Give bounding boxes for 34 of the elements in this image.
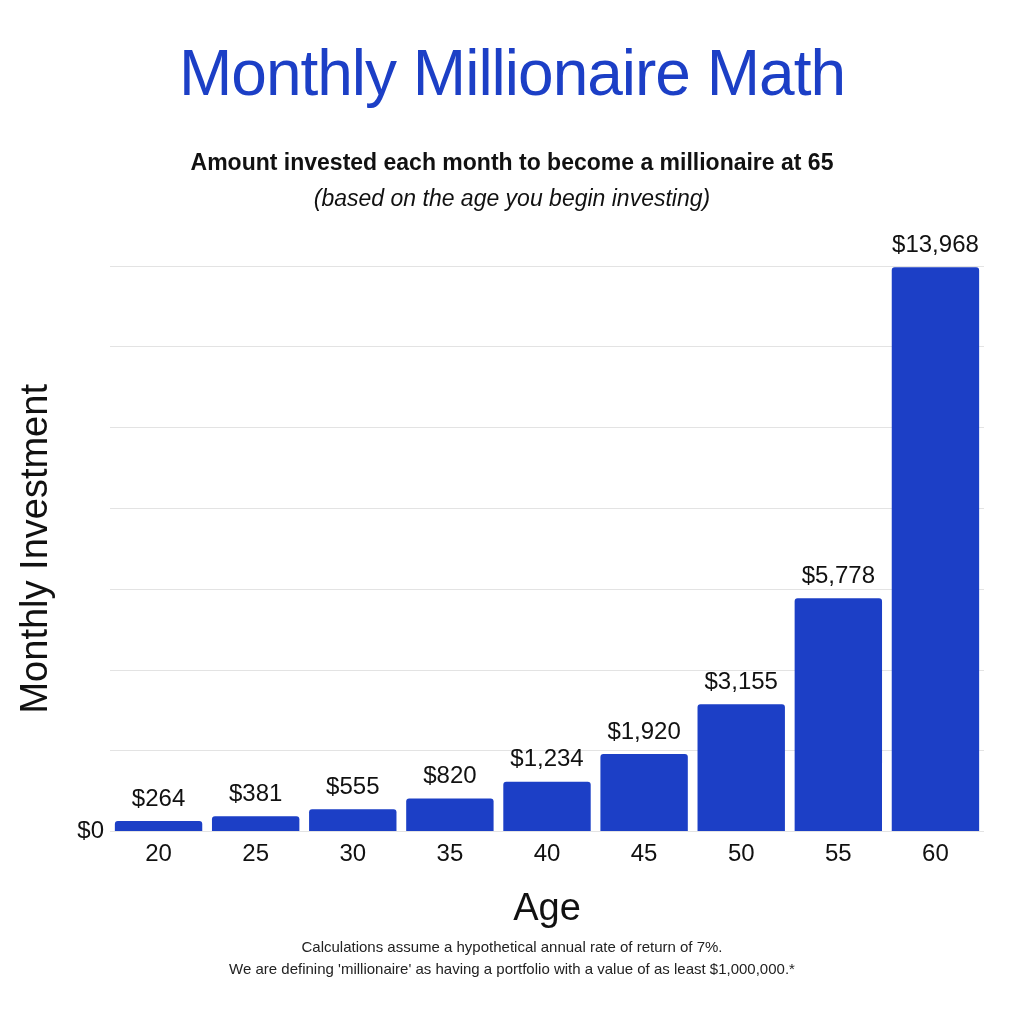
x-tick-label: 45 — [630, 838, 658, 866]
text: We are defining 'millionaire' as having a portfolio with a value of as least $1,000,000.* — [228, 959, 796, 979]
x-tick-label: 40 — [533, 838, 561, 866]
x-axis-title: Age — [513, 885, 581, 928]
data-label: $381 — [228, 778, 283, 806]
bar — [211, 816, 300, 832]
bar — [794, 598, 883, 832]
chart-title: Monthly Millionaire Math — [178, 36, 846, 111]
bar — [114, 820, 203, 832]
bar — [309, 809, 397, 832]
bar — [406, 798, 494, 832]
text: Calculations assume a hypothetical annual rate of return of 7%. — [300, 937, 724, 957]
data-label: $1,920 — [607, 716, 681, 744]
x-tick-label: 55 — [824, 838, 852, 866]
bar — [891, 267, 980, 832]
data-label: $5,778 — [801, 560, 876, 588]
bar — [503, 781, 591, 832]
data-label: $1,234 — [510, 744, 584, 772]
y-axis-title: Monthly Investment — [13, 383, 56, 714]
text: $0 — [77, 816, 104, 844]
data-label: $264 — [131, 783, 186, 811]
x-tick-label: 20 — [145, 838, 172, 866]
bar — [697, 704, 785, 832]
data-label: $13,968 — [892, 229, 979, 257]
x-tick-label: 60 — [922, 838, 949, 866]
bar — [600, 754, 688, 832]
x-tick-label: 25 — [242, 838, 270, 866]
x-tick-label: 35 — [436, 838, 464, 866]
data-label: $820 — [423, 761, 477, 789]
chart-subtitle: Amount invested each month to become a millionaire at 65 (based on the age you begin investing) — [189, 148, 835, 213]
data-label: $3,155 — [704, 666, 778, 694]
data-label: $555 — [326, 771, 380, 799]
x-tick-label: 50 — [727, 838, 755, 866]
x-tick-label: 30 — [339, 838, 367, 866]
